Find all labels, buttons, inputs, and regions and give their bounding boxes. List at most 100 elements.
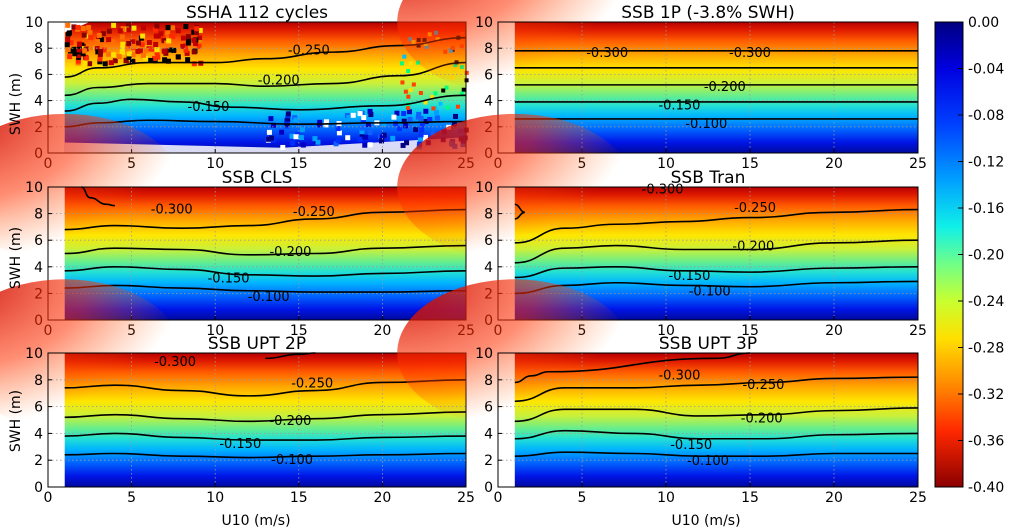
outlier-cell: [396, 126, 402, 132]
colorbar: 0.00 -0.04 -0.08 -0.12 -0.16 -0.20 -0.24 -0.28 -…: [934, 15, 1004, 496]
outlier-cell: [394, 110, 400, 116]
outlier-cell: [80, 25, 86, 31]
y-axis-label-row-2: SWH (m): [8, 227, 24, 289]
outlier-cell: [363, 134, 369, 140]
contour-line: [64, 432, 467, 441]
contours: [514, 50, 918, 120]
outlier-cell: [97, 56, 103, 62]
x-tick-label: 20: [825, 156, 843, 172]
outlier-cell: [165, 58, 171, 64]
outlier-cell: [80, 51, 86, 57]
outlier-cell: [335, 137, 341, 143]
y-tick-label: 4: [484, 260, 493, 276]
panels-layer: -0.250 -0.200 -0.150 SSHA 112 cycles 0 2 4 6 8 10…: [0, 0, 927, 506]
outlier-cell: [191, 29, 197, 35]
outlier-cell: [183, 24, 189, 30]
y-tick-label: 6: [34, 233, 43, 249]
contour-label: -0.250: [291, 376, 333, 391]
outlier-cell: [336, 130, 342, 136]
y-tick-label: 6: [484, 67, 493, 83]
x-tick-label: 25: [457, 490, 475, 506]
outlier-cell: [126, 40, 132, 46]
outlier-cell: [298, 135, 304, 141]
outlier-cell: [357, 136, 363, 142]
outlier-cell: [130, 52, 136, 58]
outlier-cell: [403, 89, 408, 94]
contour-line: [514, 429, 919, 440]
outlier-cell: [76, 53, 82, 59]
outlier-cell: [408, 61, 413, 66]
y-tick-label: 0: [34, 480, 43, 496]
outlier-cell: [95, 49, 101, 55]
contour-label: -0.100: [687, 454, 729, 469]
contour-label: -0.200: [258, 74, 300, 89]
outlier-cell: [357, 111, 363, 117]
panel-title: SSB UPT 2P: [208, 334, 306, 354]
y-tick-label: 0: [484, 480, 493, 496]
outlier-cell: [185, 34, 191, 40]
outlier-cell: [106, 28, 112, 34]
outlier-cell: [106, 37, 112, 43]
outlier-cell: [323, 122, 329, 128]
outlier-cell: [293, 134, 299, 140]
contour-line: [514, 352, 751, 384]
contour-label: -0.100: [248, 290, 290, 305]
x-tick-label: 25: [909, 323, 927, 339]
outlier-cell: [98, 49, 104, 55]
colorbar-tick-label: -0.32: [968, 387, 1004, 403]
y-tick-label: 10: [475, 15, 493, 31]
outlier-cell: [411, 82, 416, 87]
outlier-cell: [293, 117, 299, 123]
contour-label: -0.200: [741, 411, 783, 426]
y-tick-label: 8: [484, 207, 493, 223]
outlier-cell: [140, 25, 146, 31]
outlier-cell: [346, 114, 352, 120]
outlier-cell: [416, 111, 422, 117]
outlier-cell: [131, 25, 137, 31]
outlier-cell: [381, 121, 387, 127]
outlier-cell: [433, 110, 439, 116]
plot-frame: [497, 21, 919, 154]
outlier-cell: [191, 61, 197, 67]
outlier-cell: [87, 61, 93, 67]
outlier-cell: [335, 126, 341, 132]
outlier-cell: [153, 27, 159, 33]
outlier-cell: [285, 116, 291, 122]
outlier-cell: [362, 142, 368, 148]
outlier-cell: [333, 141, 339, 147]
outlier-cell: [82, 60, 88, 66]
x-tick-label: 5: [127, 490, 136, 506]
grid: [48, 353, 466, 487]
contour-line: [514, 451, 918, 457]
outlier-cell: [154, 50, 160, 56]
y-tick-label: 8: [34, 41, 43, 57]
outlier-cell: [140, 33, 146, 39]
x-tick-label: 10: [657, 490, 675, 506]
contour-label: -0.200: [732, 240, 774, 255]
contours: [514, 203, 919, 295]
contour-label: -0.150: [188, 100, 230, 115]
outlier-cell: [406, 94, 411, 99]
y-axis-label-row-1: SWH (m): [8, 73, 24, 135]
outlier-cell: [430, 131, 436, 137]
outlier-cell: [269, 135, 275, 141]
y-tick-label: 6: [484, 400, 493, 416]
outlier-cell: [153, 33, 159, 39]
contour-line: [64, 208, 467, 231]
contour-label: -0.300: [658, 368, 700, 383]
outlier-cell: [76, 47, 82, 53]
outlier-cell: [185, 40, 191, 46]
x-tick-label: 10: [657, 323, 675, 339]
outlier-cell: [153, 41, 159, 47]
outlier-cell: [66, 30, 72, 36]
contour-label: -0.150: [670, 438, 712, 453]
outlier-cell: [427, 116, 433, 122]
x-tick-label: 10: [206, 323, 224, 339]
outlier-cell: [137, 48, 143, 54]
outlier-cell: [182, 42, 188, 48]
outlier-cell: [268, 116, 274, 122]
contour-line: [514, 208, 919, 244]
outlier-cell: [81, 32, 87, 38]
outlier-cell: [120, 41, 126, 47]
